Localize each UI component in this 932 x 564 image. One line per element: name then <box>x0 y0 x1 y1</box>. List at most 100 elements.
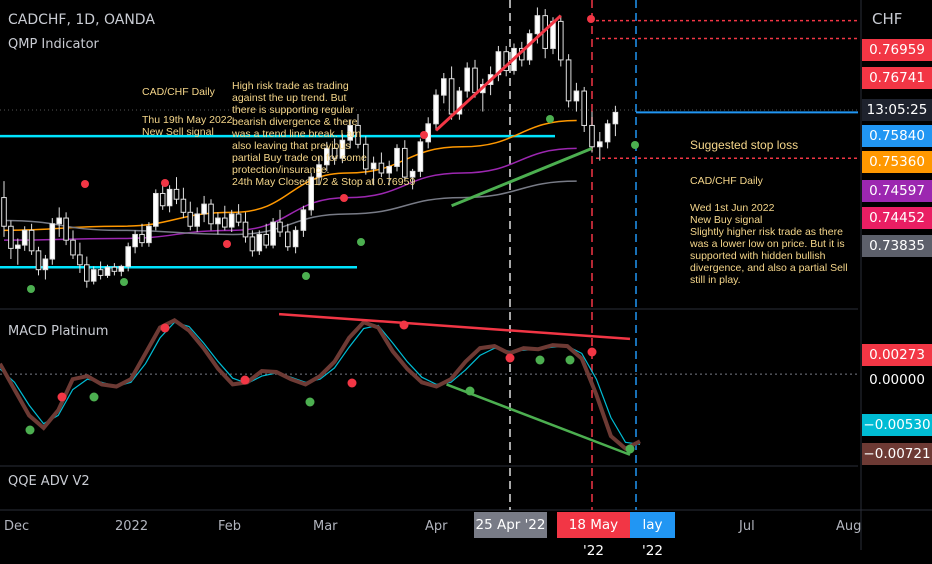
candle <box>187 211 194 227</box>
macd-signal-dot <box>465 386 475 396</box>
note-right-body: Wed 1st Jun 2022 New Buy signal Slightly… <box>690 202 848 286</box>
note-left-title: CAD/CHF Daily <box>142 86 215 98</box>
candle <box>201 203 207 215</box>
candle <box>28 229 35 252</box>
macd-signal-dot <box>160 323 170 333</box>
candle <box>208 203 214 225</box>
signal-dot <box>631 141 639 149</box>
candle <box>308 176 314 211</box>
macd-value-tag: −0.00530 <box>862 414 932 436</box>
chart-canvas[interactable] <box>0 0 932 550</box>
macd-indicator-label[interactable]: MACD Platinum <box>8 324 109 339</box>
candle <box>111 266 118 272</box>
price-tag: 0.74452 <box>862 207 932 229</box>
candle <box>503 51 509 72</box>
candle <box>15 244 21 249</box>
price-tag: 0.73835 <box>862 235 932 257</box>
month-tick-label: Dec <box>4 519 30 534</box>
macd-signal-dot <box>505 353 515 363</box>
candle <box>125 246 132 267</box>
macd-signal-dot <box>535 355 545 365</box>
candle <box>394 147 400 167</box>
candle <box>90 269 97 282</box>
price-tag: 13:05:25 <box>862 99 932 121</box>
month-tick-label: Mar <box>313 519 338 534</box>
candle <box>146 225 152 244</box>
candle <box>270 221 276 246</box>
note-left-body: High risk trade as trading against the u… <box>232 80 416 188</box>
candle <box>222 217 228 228</box>
moving-average-line <box>3 147 577 241</box>
moving-average-line <box>3 119 577 232</box>
price-tag: 0.76741 <box>862 67 932 89</box>
note-left-date: Thu 19th May 2022 New Sell signal <box>142 114 233 138</box>
macd-divergence-line <box>278 312 631 341</box>
signal-dot <box>340 194 348 202</box>
candle <box>347 124 353 141</box>
candle <box>277 221 283 233</box>
candle <box>194 213 200 227</box>
macd-signal-dot <box>89 392 99 402</box>
candle <box>565 59 572 102</box>
qmp-indicator-label[interactable]: QMP Indicator <box>8 37 99 52</box>
candle <box>242 221 249 238</box>
symbol-title[interactable]: CADCHF, 1D, OANDA <box>8 12 155 28</box>
signal-dot <box>546 115 554 123</box>
candle <box>84 264 90 282</box>
candle <box>263 233 269 246</box>
candle <box>464 67 470 92</box>
macd-signal-dot <box>25 425 35 435</box>
candle <box>558 20 564 61</box>
candle <box>63 217 69 241</box>
signal-dot <box>161 179 169 187</box>
signal-dot <box>587 15 595 23</box>
date-tag: 18 May '22 <box>557 512 630 559</box>
candle <box>331 147 338 159</box>
signal-dot <box>420 131 428 139</box>
candle <box>249 236 256 252</box>
candle <box>21 229 28 246</box>
candle <box>35 250 42 271</box>
candle <box>573 90 580 102</box>
candle <box>139 233 145 244</box>
price-tag: 0.74597 <box>862 180 932 202</box>
candle <box>324 147 330 166</box>
candle <box>409 170 416 178</box>
candle <box>378 162 385 174</box>
macd-signal-dot <box>565 355 575 365</box>
signal-dot <box>120 278 128 286</box>
macd-signal-dot <box>625 444 635 454</box>
candle <box>448 78 455 115</box>
macd-value-tag: −0.00721 <box>862 443 932 465</box>
month-tick-label: Apr <box>425 519 448 534</box>
macd-signal-dot <box>305 397 315 407</box>
candle <box>235 213 242 223</box>
macd-signal-dot <box>587 347 597 357</box>
candle <box>433 94 439 125</box>
macd-signal-dot <box>347 378 357 388</box>
date-tag: lay '22 <box>630 512 675 559</box>
month-tick-label: Aug <box>836 519 862 534</box>
signal-dot <box>223 240 231 248</box>
currency-label: CHF <box>872 10 903 28</box>
candle <box>228 213 235 228</box>
candle <box>456 90 463 115</box>
candle <box>49 223 56 260</box>
qqe-indicator-label[interactable]: QQE ADV V2 <box>8 474 90 489</box>
candle <box>180 198 187 213</box>
candle <box>604 123 611 143</box>
candle <box>256 233 263 252</box>
macd-value-tag: 0.00000 <box>862 369 932 391</box>
price-tag: 0.75840 <box>862 125 932 147</box>
candle <box>589 124 595 148</box>
candle <box>534 15 541 35</box>
candle <box>472 67 478 94</box>
candle <box>285 231 291 248</box>
candle <box>300 209 307 231</box>
candle <box>159 192 166 207</box>
candle <box>1 197 7 227</box>
candle <box>77 254 83 266</box>
candle <box>402 147 408 178</box>
candle <box>153 192 159 227</box>
macd-signal-dot <box>240 375 250 385</box>
